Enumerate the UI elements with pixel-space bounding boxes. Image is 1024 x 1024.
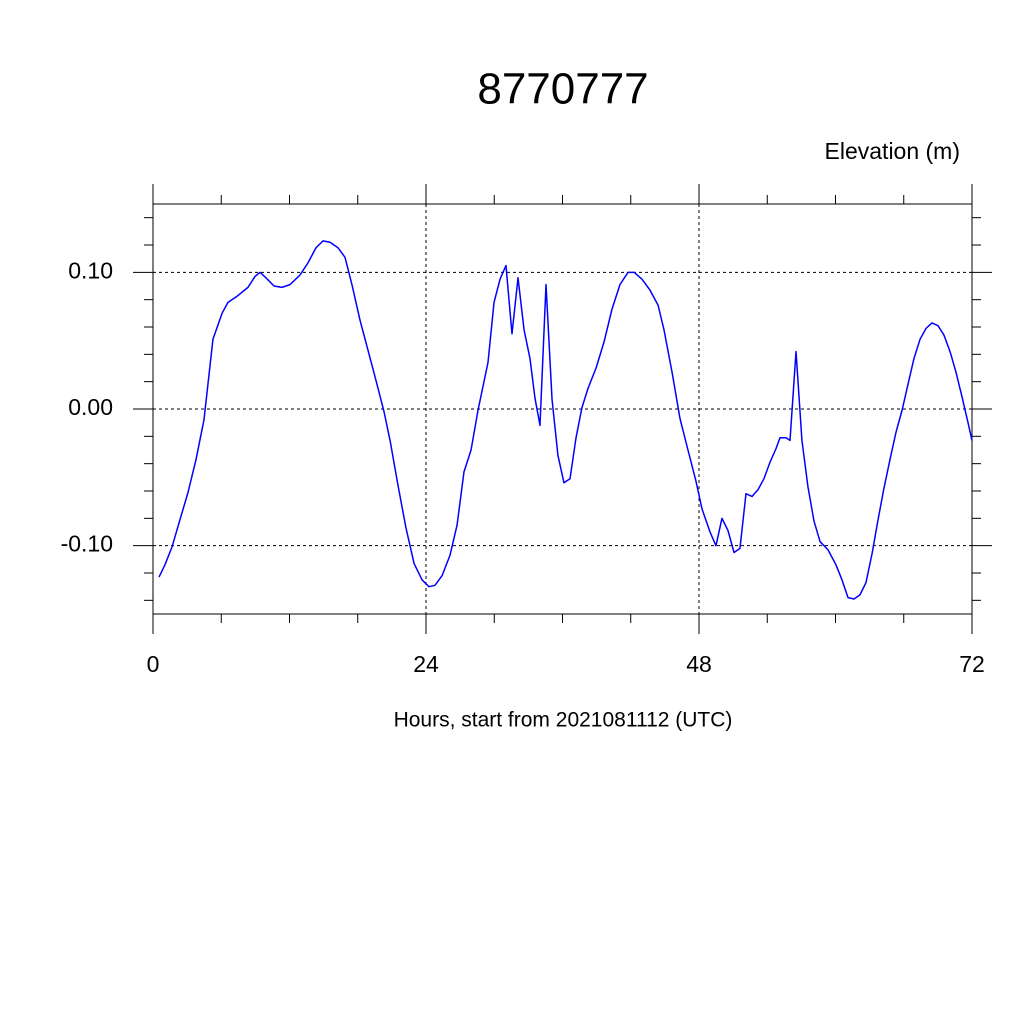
y-tick-label: 0.10 — [68, 257, 113, 283]
x-tick-label: 0 — [147, 651, 160, 677]
y-tick-label: -0.10 — [61, 531, 113, 557]
y-tick-label: 0.00 — [68, 394, 113, 420]
data-line — [158, 240, 973, 600]
x-tick-label: 24 — [413, 651, 439, 677]
chart-title: 8770777 — [477, 65, 648, 114]
x-tick-label: 72 — [959, 651, 985, 677]
x-tick-label: 48 — [686, 651, 712, 677]
x-axis-label: Hours, start from 2021081112 (UTC) — [394, 709, 733, 732]
chart-subtitle: Elevation (m) — [825, 138, 960, 164]
plot-frame — [152, 203, 973, 615]
